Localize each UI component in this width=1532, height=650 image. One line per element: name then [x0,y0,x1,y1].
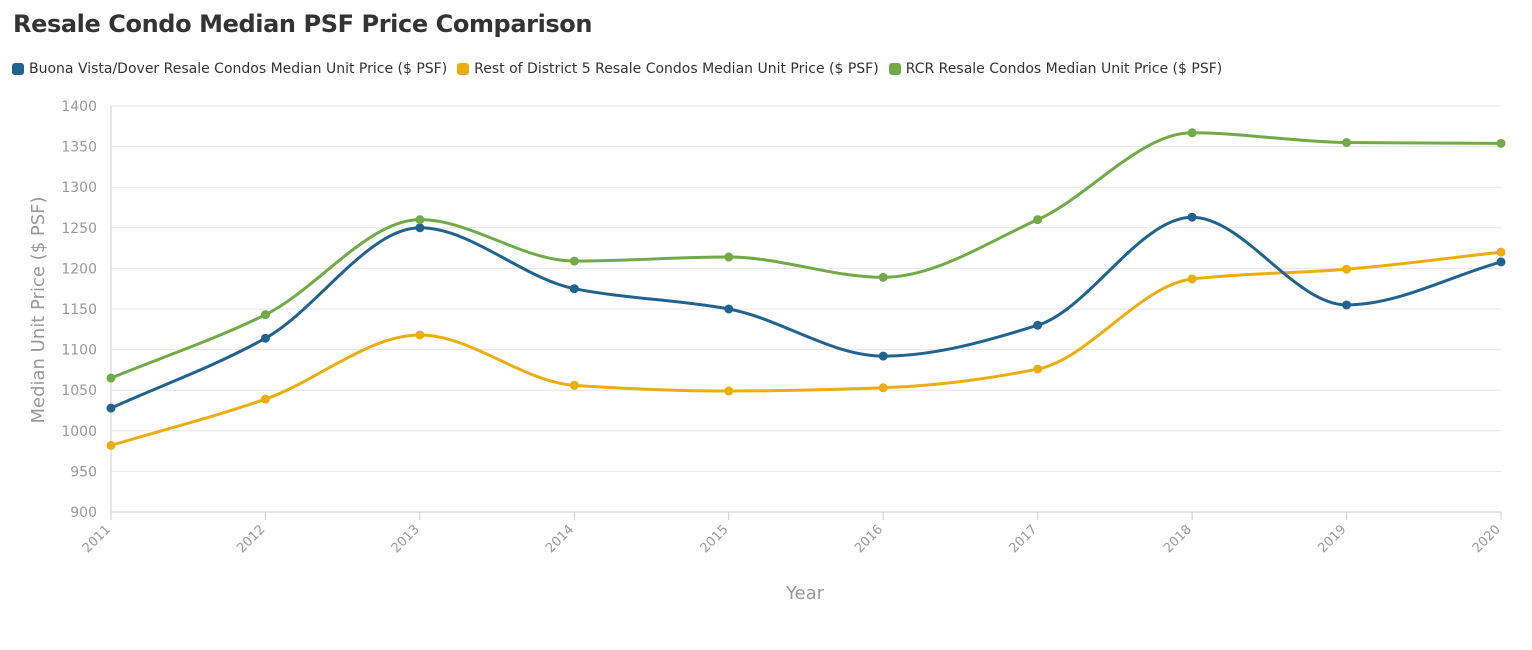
legend-label-rcr: RCR Resale Condos Median Unit Price ($ P… [905,61,1223,77]
data-point-2[interactable] [569,256,579,266]
y-tick-label: 1000 [61,424,97,440]
data-point-2[interactable] [1496,138,1506,148]
data-point-1[interactable] [1342,264,1352,274]
legend-swatch-rcr [888,63,901,75]
legend-label-buona-vista: Buona Vista/Dover Resale Condos Median U… [29,61,448,77]
x-tick-label: 2012 [234,522,268,556]
x-tick-label: 2011 [80,522,114,556]
series-line-2 [110,131,1502,380]
y-tick-label: 1300 [61,180,97,196]
data-point-0[interactable] [1187,212,1197,222]
data-point-1[interactable] [724,386,734,396]
legend-swatch-buona-vista [12,63,24,75]
y-tick-label: 1150 [61,302,97,318]
data-point-2[interactable] [878,272,888,282]
data-point-2[interactable] [724,252,734,262]
data-point-0[interactable] [569,284,579,294]
x-tick-label: 2019 [1315,522,1349,556]
y-axis-ticks: 900 950 1000 1050 1100 1150 1200 1250 1300 1350 14… [61,99,97,521]
data-point-2[interactable] [260,310,270,320]
y-tick-label: 1400 [61,99,97,115]
y-tick-label: 1050 [61,383,97,399]
data-point-1[interactable] [1496,247,1506,257]
x-tick-label: 2015 [698,522,732,556]
data-point-0[interactable] [1033,320,1043,330]
data-point-1[interactable] [1033,364,1043,374]
data-point-2[interactable] [106,373,116,383]
data-point-1[interactable] [260,394,270,404]
y-tick-label: 1250 [61,221,97,237]
y-tick-label: 900 [70,505,97,521]
legend-item-district-5[interactable]: Rest of District 5 Resale Condos Median … [457,61,879,77]
x-tick-label: 2014 [543,522,577,556]
legend: Buona Vista/Dover Resale Condos Median U… [12,61,1232,77]
data-point-2[interactable] [1033,215,1043,225]
data-point-0[interactable] [878,351,888,361]
y-tick-label: 950 [70,464,97,480]
y-tick-label: 1350 [61,140,97,156]
x-tick-label: 2013 [389,522,423,556]
data-point-0[interactable] [415,223,425,233]
y-tick-label: 1100 [61,343,97,359]
x-tick-label: 2016 [852,522,886,556]
series-line-1 [110,250,1502,447]
series-line-0 [110,215,1502,410]
series-lines [106,128,1506,450]
legend-item-rcr[interactable]: RCR Resale Condos Median Unit Price ($ P… [888,61,1223,77]
data-point-2[interactable] [1342,138,1352,148]
data-point-1[interactable] [569,380,579,390]
y-tick-label: 1200 [61,261,97,277]
data-point-1[interactable] [1187,274,1197,284]
data-point-0[interactable] [106,403,116,413]
x-tick-label: 2017 [1006,522,1040,556]
data-point-1[interactable] [878,383,888,393]
data-point-0[interactable] [724,304,734,314]
data-point-0[interactable] [1342,300,1352,310]
data-point-1[interactable] [106,440,116,450]
data-point-1[interactable] [415,330,425,340]
legend-swatch-district-5 [457,63,470,75]
x-axis-title: Year [785,583,825,604]
x-tick-label: 2020 [1470,522,1504,556]
data-point-2[interactable] [415,215,425,225]
gridlines [110,105,1501,513]
data-point-0[interactable] [260,333,270,343]
data-point-0[interactable] [1496,257,1506,267]
legend-item-buona-vista[interactable]: Buona Vista/Dover Resale Condos Median U… [12,61,447,77]
data-point-2[interactable] [1187,128,1197,138]
x-axis-ticks: 2011 2012 2013 2014 2015 2016 2017 2018 2019 2020 [80,512,1504,556]
x-tick-label: 2018 [1161,522,1195,556]
chart-title: Resale Condo Median PSF Price Comparison [13,10,593,38]
legend-label-district-5: Rest of District 5 Resale Condos Median … [474,61,879,77]
y-axis-title: Median Unit Price ($ PSF) [28,196,49,423]
